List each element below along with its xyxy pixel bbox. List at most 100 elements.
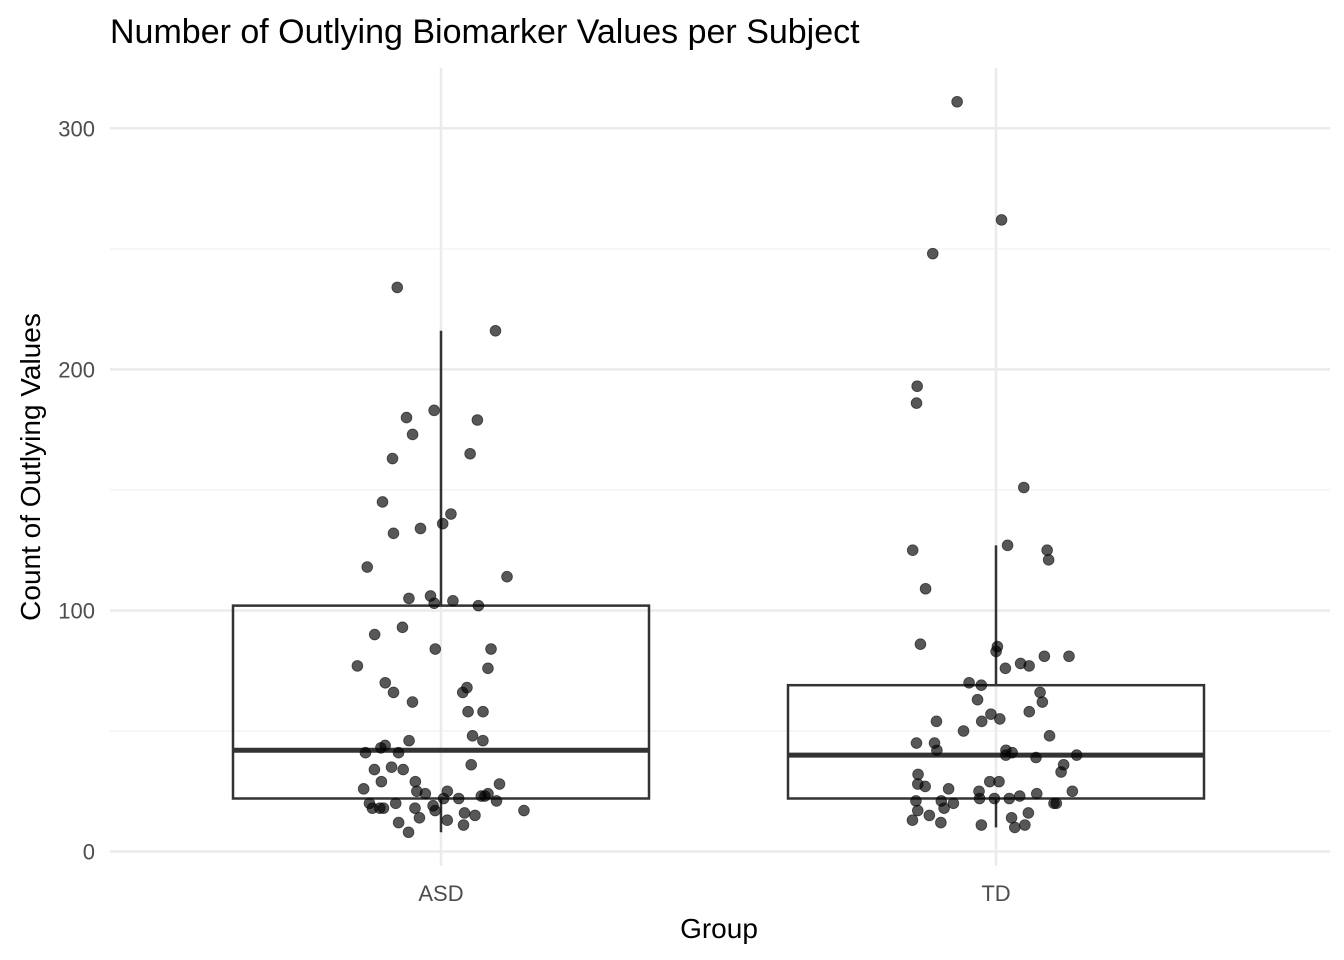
data-point [428, 597, 440, 610]
data-point [466, 730, 479, 742]
data-point [368, 763, 381, 776]
y-tick-label: 0 [83, 840, 95, 865]
data-point [1036, 696, 1049, 708]
data-point [1048, 797, 1060, 810]
data-point [472, 599, 485, 612]
data-point [457, 819, 470, 831]
data-point [919, 582, 932, 595]
data-point [391, 281, 404, 294]
data-point [947, 797, 960, 810]
data-point [1003, 792, 1016, 805]
data-point [1063, 650, 1075, 663]
y-tick-label: 200 [58, 357, 95, 382]
data-point [375, 742, 387, 754]
data-point [919, 780, 931, 793]
data-point [983, 775, 996, 788]
data-point [1070, 749, 1083, 761]
data-point [1041, 544, 1053, 556]
data-point [462, 705, 474, 718]
data-point [975, 715, 988, 728]
data-point [387, 686, 400, 699]
chart-title: Number of Outlying Biomarker Values per … [110, 13, 860, 51]
data-point [985, 708, 997, 720]
data-point [490, 795, 503, 807]
data-point [951, 95, 963, 108]
data-point [441, 814, 454, 826]
data-point [957, 725, 970, 737]
data-point [386, 452, 399, 465]
data-point [501, 570, 513, 583]
data-point [1042, 554, 1055, 566]
data-point [392, 816, 405, 829]
data-point [385, 761, 398, 773]
data-point [359, 746, 372, 759]
data-point [923, 809, 936, 822]
data-point [414, 522, 427, 535]
axis-layer: 0 100 200 300 ASD TD [58, 116, 1010, 906]
data-point [368, 628, 381, 641]
point-layer [351, 95, 1083, 839]
data-point [931, 744, 943, 757]
data-point [993, 713, 1006, 725]
data-point [396, 621, 409, 634]
data-point [910, 397, 923, 409]
data-point [397, 763, 409, 776]
data-point [1055, 766, 1067, 778]
data-point [375, 775, 388, 788]
data-point [995, 214, 1008, 226]
data-point [975, 819, 988, 831]
data-point [935, 816, 947, 829]
data-point [1008, 821, 1021, 834]
data-point [464, 447, 476, 460]
data-point [419, 787, 432, 800]
data-point [1043, 730, 1056, 742]
x-axis-title: Group [680, 913, 758, 944]
data-point [445, 508, 457, 520]
data-point [911, 804, 924, 817]
data-point [403, 734, 415, 747]
grid-layer [110, 68, 1330, 866]
x-tick-label: ASD [418, 881, 463, 906]
y-tick-label: 100 [58, 598, 95, 623]
data-point [428, 404, 440, 417]
data-point [963, 676, 975, 689]
data-point [465, 758, 478, 771]
data-point [906, 814, 919, 826]
data-point [988, 792, 1001, 805]
y-tick-label: 300 [58, 116, 95, 141]
data-point [409, 775, 422, 788]
data-point [471, 414, 484, 426]
data-point [1022, 807, 1035, 819]
data-point [392, 746, 405, 759]
data-point [990, 645, 1002, 658]
data-point [413, 811, 426, 824]
data-point [406, 696, 419, 708]
data-point [437, 792, 450, 805]
data-point [912, 768, 924, 781]
data-point [456, 686, 469, 699]
data-point [452, 792, 465, 805]
box-layer [231, 330, 1206, 833]
data-point [1066, 785, 1079, 798]
data-point [1001, 539, 1014, 552]
data-point [911, 380, 923, 393]
data-point [971, 693, 984, 706]
data-point [999, 662, 1012, 675]
data-point [469, 809, 481, 822]
data-point [406, 428, 419, 441]
data-point [357, 783, 370, 795]
data-point [409, 802, 421, 814]
data-point [910, 737, 923, 749]
data-point [1005, 811, 1018, 824]
data-point [351, 660, 364, 672]
data-point [914, 638, 927, 650]
data-point [403, 592, 415, 605]
data-point [910, 795, 922, 807]
y-axis-title: Count of Outlying Values [15, 313, 46, 621]
data-point [1013, 790, 1026, 802]
data-point [1017, 481, 1030, 494]
data-point [906, 544, 919, 556]
data-point [942, 783, 955, 795]
